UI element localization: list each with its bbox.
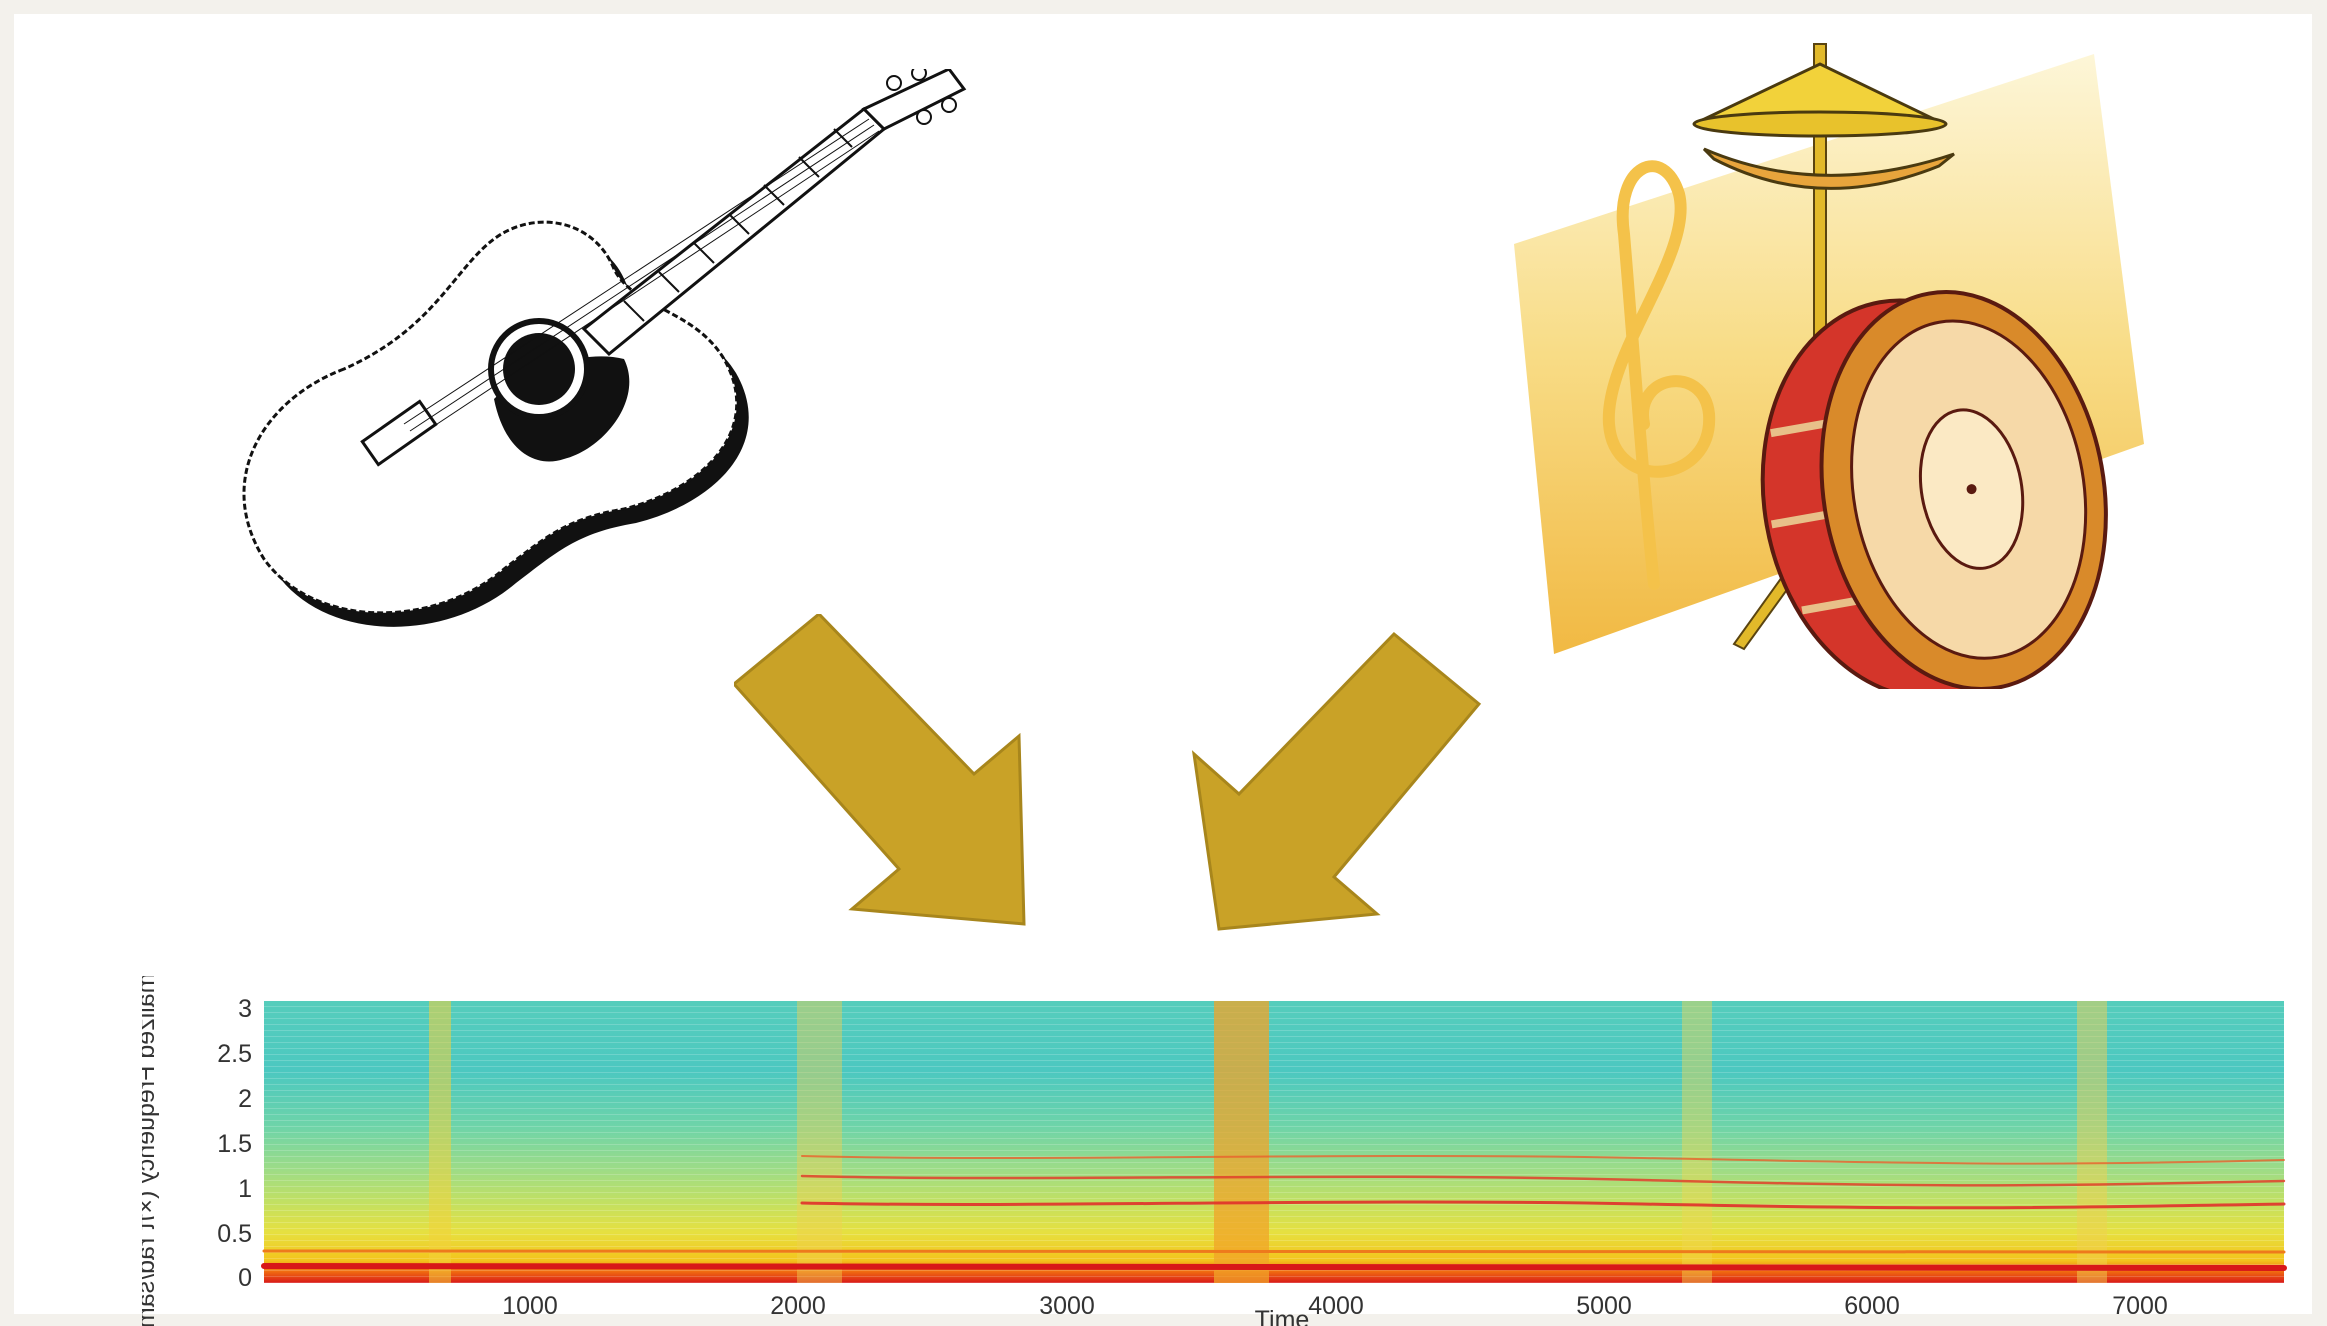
x-tick-label: 3000 [1039,1292,1095,1320]
x-tick-label: 4000 [1308,1292,1364,1320]
slide-canvas: 3 2.5 2 1.5 1 0.5 0 Normalized Frequency… [14,14,2312,1326]
y-tick-label: 2 [238,1085,252,1113]
y-axis: 3 2.5 2 1.5 1 0.5 0 Normalized Frequency… [142,976,252,1326]
x-tick-label: 6000 [1844,1292,1900,1320]
y-tick-label: 0 [238,1264,252,1292]
y-tick-label: 0.5 [217,1220,252,1248]
x-axis-label: Time [1255,1306,1310,1326]
x-tick-label: 2000 [770,1292,826,1320]
x-axis: 1000 2000 3000 4000 5000 6000 7000 Time [502,1292,2168,1326]
guitar-icon [242,69,967,627]
converging-arrows [734,614,1482,931]
y-tick-label: 3 [238,995,252,1023]
spectrogram-plot-area [261,1001,2287,1283]
x-tick-label: 5000 [1576,1292,1632,1320]
y-axis-label: Normalized Frequency (×π rad/sample) [142,976,160,1326]
y-tick-label: 1.5 [217,1130,252,1158]
y-tick-label: 2.5 [217,1040,252,1068]
x-tick-label: 1000 [502,1292,558,1320]
y-tick-label: 1 [238,1175,252,1203]
spectrogram-chart: 3 2.5 2 1.5 1 0.5 0 Normalized Frequency… [142,976,2287,1326]
arrow-right-down-left [1191,631,1482,931]
x-tick-label: 7000 [2112,1292,2168,1320]
drum-kit-icon [1514,43,2144,689]
arrow-left-down-right [734,614,1026,926]
